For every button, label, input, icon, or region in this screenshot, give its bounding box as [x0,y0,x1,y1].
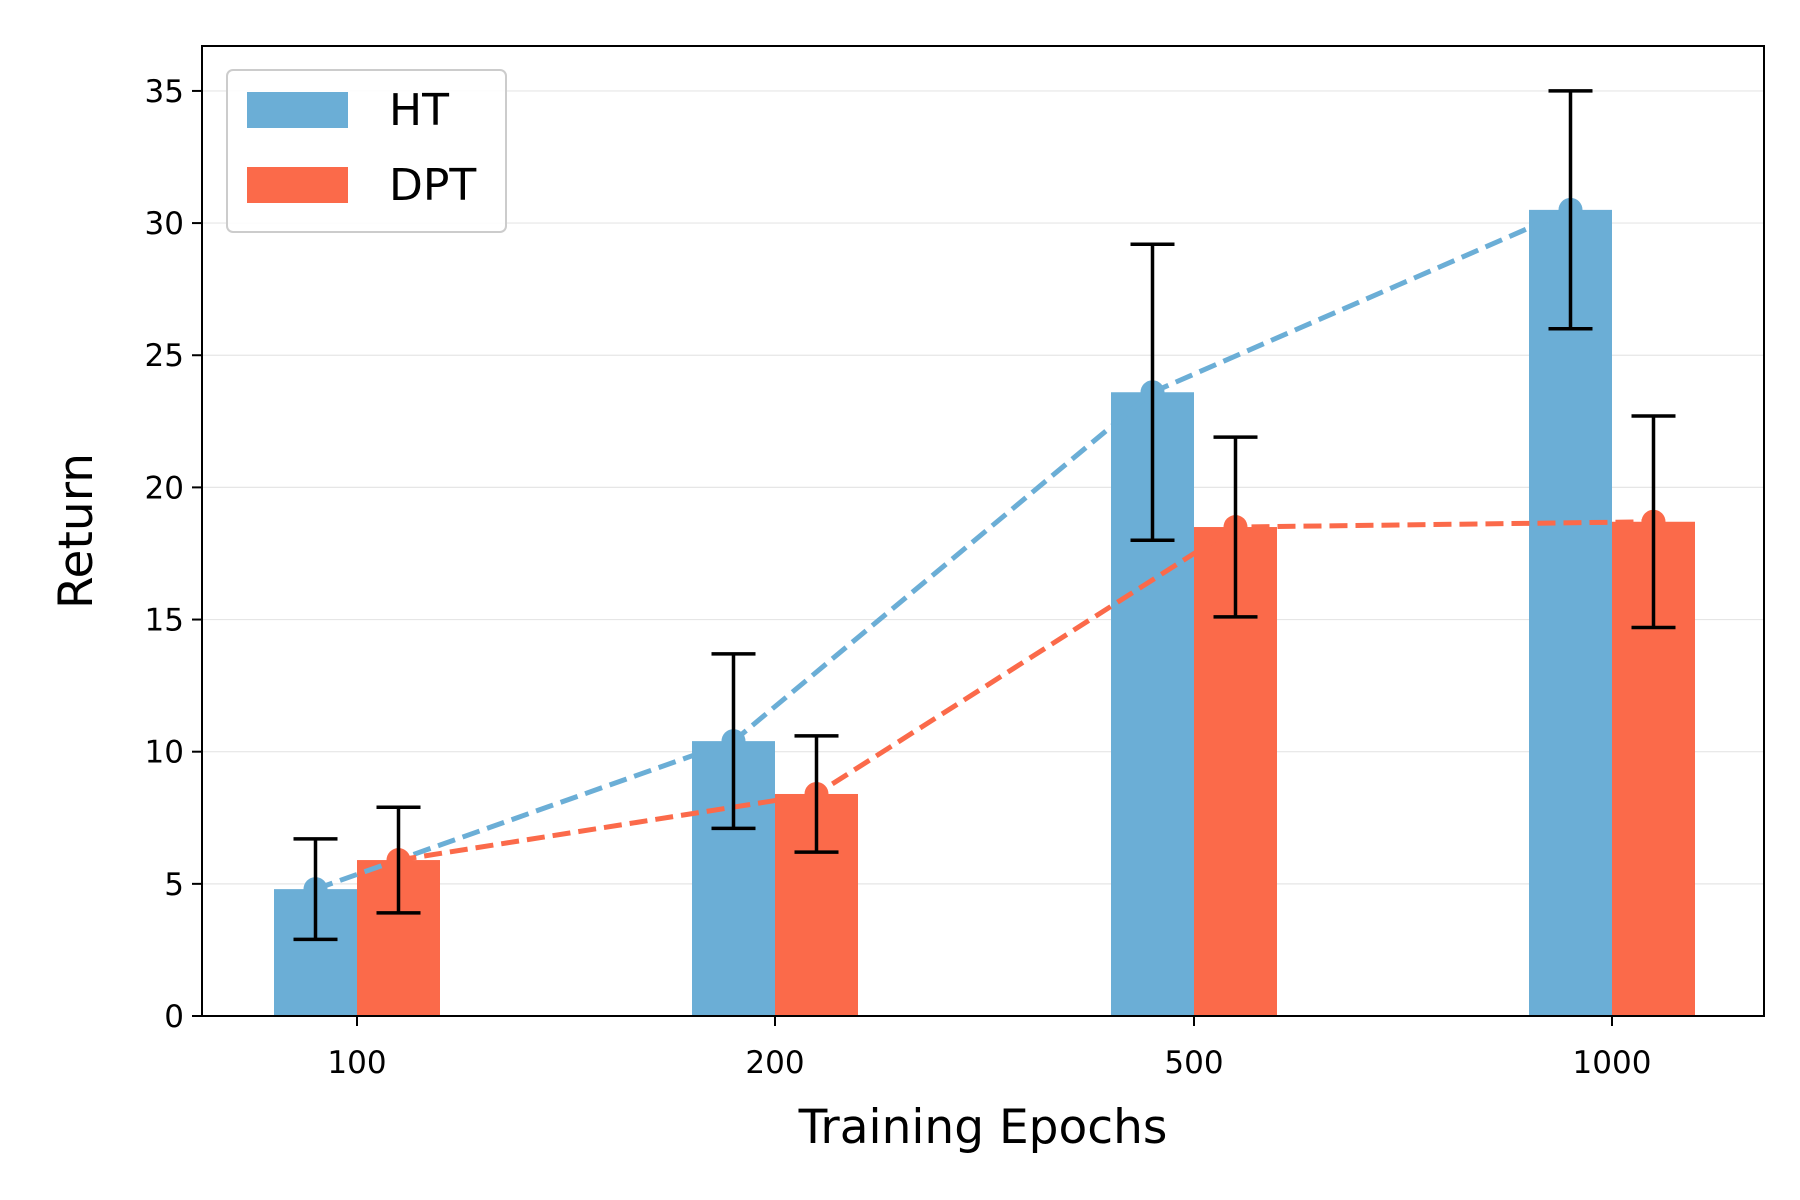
bars [274,209,1695,1017]
x-tick-label-500: 500 [1164,1045,1223,1081]
error-bars [293,89,1676,942]
trend-markers [303,197,1666,902]
y-tick-label-10: 10 [145,735,184,771]
plot-frame [201,45,1765,1017]
x-tick-label-1000: 1000 [1573,1045,1652,1081]
x-axis-title: Training Epochs [798,1100,1168,1155]
legend-swatch-ht [247,92,348,128]
trend-line-ht [314,207,1572,892]
y-tick-label-25: 25 [145,338,184,374]
y-tick-label-30: 30 [145,206,184,242]
y-axis: 0 5 10 15 20 25 30 35 [145,74,202,1035]
x-tick-label-100: 100 [327,1045,386,1081]
legend-label-dpt: DPT [389,160,476,211]
y-tick-label-0: 0 [164,999,184,1035]
y-tick-label-15: 15 [145,603,184,639]
y-tick-label-35: 35 [145,74,184,110]
x-tick-label-200: 200 [745,1045,804,1081]
trend-line-dpt [398,519,1654,863]
legend-swatch-dpt [247,167,348,203]
x-axis: 100 200 500 1000 [327,1016,1651,1081]
y-tick-label-5: 5 [164,867,184,903]
y-tick-label-20: 20 [145,470,184,506]
trend-lines [314,207,1654,892]
y-axis-title: Return [49,453,104,609]
legend: HT DPT [226,69,507,233]
legend-label-ht: HT [389,85,449,136]
bar-ht-1000 [1529,209,1612,1017]
